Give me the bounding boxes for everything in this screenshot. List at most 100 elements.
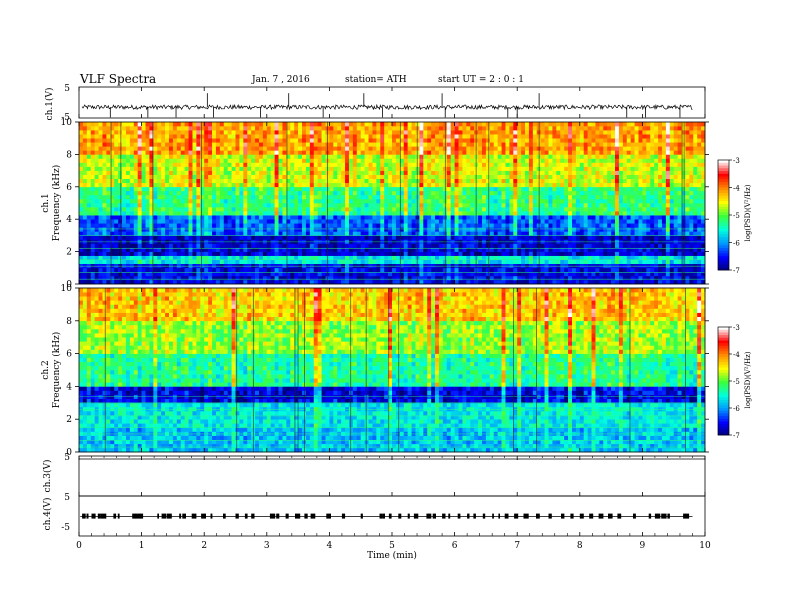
spectrogram-cell xyxy=(384,279,389,285)
spectrogram-cell xyxy=(196,194,201,200)
spectrogram-cell xyxy=(407,207,412,212)
spectrogram-cell xyxy=(669,198,674,204)
spectrogram-cell xyxy=(423,198,428,204)
spectrogram-cell xyxy=(352,207,358,212)
spectrogram-cell xyxy=(689,227,694,232)
spectrogram-cell xyxy=(368,251,373,256)
spectrogram-cell xyxy=(399,259,405,265)
spectrogram-cell xyxy=(247,215,252,220)
spectrogram-cell xyxy=(556,158,561,163)
spectrogram-cell xyxy=(317,227,322,232)
spectrogram-cell xyxy=(364,203,369,208)
spectrogram-cell xyxy=(677,178,682,184)
spectrogram-cell xyxy=(395,227,401,232)
spectrogram-cell xyxy=(454,162,459,167)
spectrogram-cell xyxy=(266,247,272,252)
spectrogram-cell xyxy=(208,166,213,171)
spectrogram-cell xyxy=(79,174,84,179)
spectrogram-cell xyxy=(329,215,334,220)
spectrogram-cell xyxy=(595,215,600,220)
spectrogram-cell xyxy=(462,255,467,260)
spectrogram-cell xyxy=(302,166,307,171)
spectrogram-cell xyxy=(165,275,170,281)
spectrogram-cell xyxy=(595,207,600,212)
spectrogram-cell xyxy=(485,227,491,232)
spectrogram-cell xyxy=(528,231,534,236)
spectrogram-cell xyxy=(356,259,361,265)
spectrogram-cell xyxy=(528,162,534,167)
spectrogram-cell xyxy=(607,158,612,163)
spectrogram-cell xyxy=(399,267,405,273)
spectrogram-cell xyxy=(141,279,146,285)
spectrogram-cell xyxy=(321,275,326,281)
spectrogram-cell xyxy=(462,170,467,175)
spectrogram-cell xyxy=(595,182,600,188)
spectrogram-cell xyxy=(568,279,573,285)
spectrogram-cell xyxy=(102,174,107,179)
spectrogram-cell xyxy=(395,271,401,277)
spectrogram-cell xyxy=(521,259,526,265)
spectrogram-cell xyxy=(568,259,573,265)
spectrogram-cell xyxy=(513,170,518,175)
spectrogram-cell xyxy=(114,170,119,175)
spectrogram-cell xyxy=(110,158,115,163)
spectrogram-cell xyxy=(125,251,131,256)
spectrogram-cell xyxy=(493,243,498,248)
spectrogram-cell xyxy=(505,174,510,179)
spectrogram-cell xyxy=(583,279,588,285)
spectrogram-cell xyxy=(525,251,530,256)
spectrogram-cell xyxy=(407,194,412,200)
spectrogram-cell xyxy=(79,158,84,163)
spectrogram-cell xyxy=(528,223,534,228)
spectrogram-cell xyxy=(176,235,182,240)
spectrogram-cell xyxy=(270,267,275,273)
spectrogram-cell xyxy=(168,203,174,208)
spectrogram-cell xyxy=(149,207,154,212)
spectrogram-cell xyxy=(548,166,553,171)
spectrogram-cell xyxy=(638,271,643,277)
spectrogram-cell xyxy=(145,203,150,208)
spectrogram-cell xyxy=(290,166,295,171)
spectrogram-cell xyxy=(579,227,585,232)
spectrogram-cell xyxy=(243,215,248,220)
spectrogram-cell xyxy=(239,203,244,208)
spectrogram-cell xyxy=(157,219,162,224)
spectrogram-cell xyxy=(251,162,256,167)
spectrogram-cell xyxy=(251,211,256,216)
spectrogram-cell xyxy=(677,166,682,171)
spectrogram-cell xyxy=(673,243,678,248)
spectrogram-cell xyxy=(360,198,365,204)
spectrogram-cell xyxy=(348,203,354,208)
spectrogram-cell xyxy=(411,219,416,224)
spectrogram-cell xyxy=(372,174,377,179)
spectrogram-cell xyxy=(403,227,408,232)
spectrogram-cell xyxy=(149,174,154,179)
spectrogram-cell xyxy=(478,174,483,179)
spectrogram-cell xyxy=(556,275,561,281)
spectrogram-cell xyxy=(141,215,146,220)
spectrogram-cell xyxy=(243,243,248,248)
spectrogram-cell xyxy=(681,194,686,200)
spectrogram-cell xyxy=(133,158,138,163)
spectrogram-cell xyxy=(458,219,463,224)
spectrogram-cell xyxy=(462,186,467,192)
spectrogram-cell xyxy=(579,259,585,265)
spectrogram-cell xyxy=(251,275,256,281)
spectrogram-cell xyxy=(677,158,682,163)
spectrogram-cell xyxy=(450,227,455,232)
spectrogram-cell xyxy=(654,194,659,200)
spectrogram-cell xyxy=(215,275,221,281)
spectrogram-cell xyxy=(161,211,166,216)
spectrogram-cell xyxy=(505,243,510,248)
spectrogram-cell xyxy=(376,170,381,175)
spectrogram-cell xyxy=(697,158,702,163)
spectrogram-cell xyxy=(309,190,315,196)
spectrogram-cell xyxy=(208,158,213,163)
spectrogram-cell xyxy=(697,178,702,184)
spectrogram-cell xyxy=(372,271,377,277)
spectrogram-cell xyxy=(517,178,522,184)
spectrogram-cell xyxy=(90,247,95,252)
spectrogram-cell xyxy=(622,186,628,192)
spectrogram-cell xyxy=(575,207,581,212)
spectrogram-cell xyxy=(532,158,538,163)
